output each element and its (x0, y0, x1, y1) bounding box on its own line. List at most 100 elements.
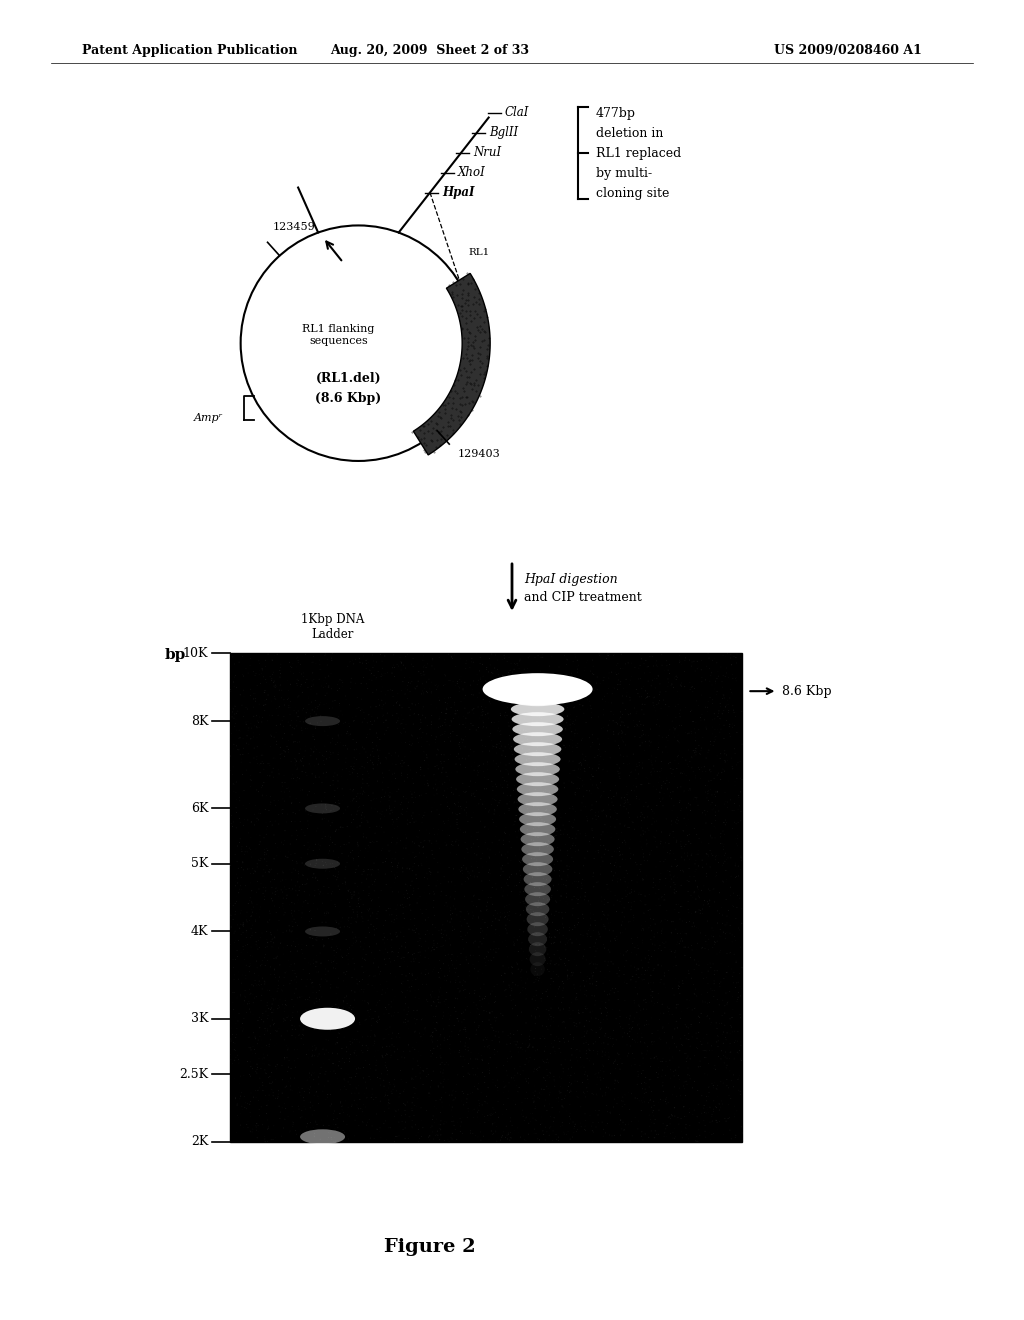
Point (281, 730, 297, 751)
Point (288, 750, 304, 771)
Point (299, 873, 315, 894)
Point (314, 850, 331, 871)
Point (284, 1015, 300, 1036)
Point (527, 1109, 544, 1130)
Point (227, 1014, 244, 1035)
Point (701, 896, 718, 917)
Point (479, 838, 496, 859)
Point (691, 759, 708, 780)
Point (565, 751, 582, 772)
Point (635, 920, 651, 941)
Point (551, 1038, 567, 1059)
Point (588, 1008, 604, 1030)
Point (582, 671, 598, 692)
Point (469, 760, 485, 781)
Point (542, 803, 558, 824)
Point (635, 723, 651, 744)
Point (496, 830, 512, 851)
Point (317, 969, 334, 990)
Point (301, 902, 317, 923)
Point (588, 990, 604, 1011)
Point (691, 1125, 708, 1146)
Ellipse shape (520, 832, 555, 846)
Point (415, 649, 431, 671)
Point (707, 729, 723, 750)
Point (633, 920, 649, 941)
Point (436, 731, 453, 752)
Point (555, 735, 571, 756)
Point (521, 748, 538, 770)
Point (276, 902, 293, 923)
Point (577, 1020, 593, 1041)
Point (702, 762, 719, 783)
Point (325, 727, 341, 748)
Point (677, 1117, 693, 1138)
Point (343, 999, 359, 1020)
Point (617, 669, 634, 690)
Point (344, 966, 360, 987)
Point (389, 653, 406, 675)
Point (528, 1110, 545, 1131)
Point (301, 694, 317, 715)
Point (686, 958, 702, 979)
Point (542, 1067, 558, 1088)
Point (712, 903, 728, 924)
Point (229, 1094, 246, 1115)
Point (361, 1109, 378, 1130)
Point (725, 696, 741, 717)
Point (518, 1106, 535, 1127)
Point (584, 764, 600, 785)
Point (419, 920, 435, 941)
Point (283, 1076, 299, 1097)
Point (307, 956, 324, 977)
Point (422, 830, 438, 851)
Ellipse shape (526, 912, 549, 927)
Point (414, 1010, 430, 1031)
Point (709, 1031, 725, 1052)
Point (431, 986, 447, 1007)
Point (286, 1101, 302, 1122)
Point (321, 903, 337, 924)
Point (578, 711, 594, 733)
Point (267, 688, 284, 709)
Point (556, 735, 572, 756)
Point (288, 966, 304, 987)
Point (408, 810, 424, 832)
Point (729, 722, 745, 743)
Point (617, 734, 634, 755)
Point (584, 708, 600, 729)
Point (582, 834, 598, 855)
Point (308, 991, 325, 1012)
Point (730, 866, 746, 887)
Point (292, 768, 308, 789)
Point (414, 936, 430, 957)
Point (463, 1122, 479, 1143)
Point (380, 1060, 396, 1081)
Point (481, 1035, 498, 1056)
Point (546, 1011, 562, 1032)
Point (362, 913, 379, 935)
Point (733, 801, 750, 822)
Point (238, 713, 254, 734)
Point (295, 1026, 311, 1047)
Point (451, 734, 467, 755)
Point (321, 1049, 337, 1071)
Point (355, 774, 372, 795)
Point (602, 1102, 618, 1123)
Point (261, 859, 278, 880)
Point (702, 779, 719, 800)
Point (510, 941, 526, 962)
Point (484, 1097, 501, 1118)
Point (451, 834, 467, 855)
Point (558, 928, 574, 949)
Point (623, 762, 639, 783)
Point (632, 859, 648, 880)
Point (328, 1119, 344, 1140)
Point (605, 787, 622, 808)
Point (650, 954, 667, 975)
Point (554, 697, 570, 718)
Ellipse shape (516, 772, 559, 787)
Point (397, 682, 414, 704)
Point (526, 647, 543, 668)
Point (527, 970, 544, 991)
